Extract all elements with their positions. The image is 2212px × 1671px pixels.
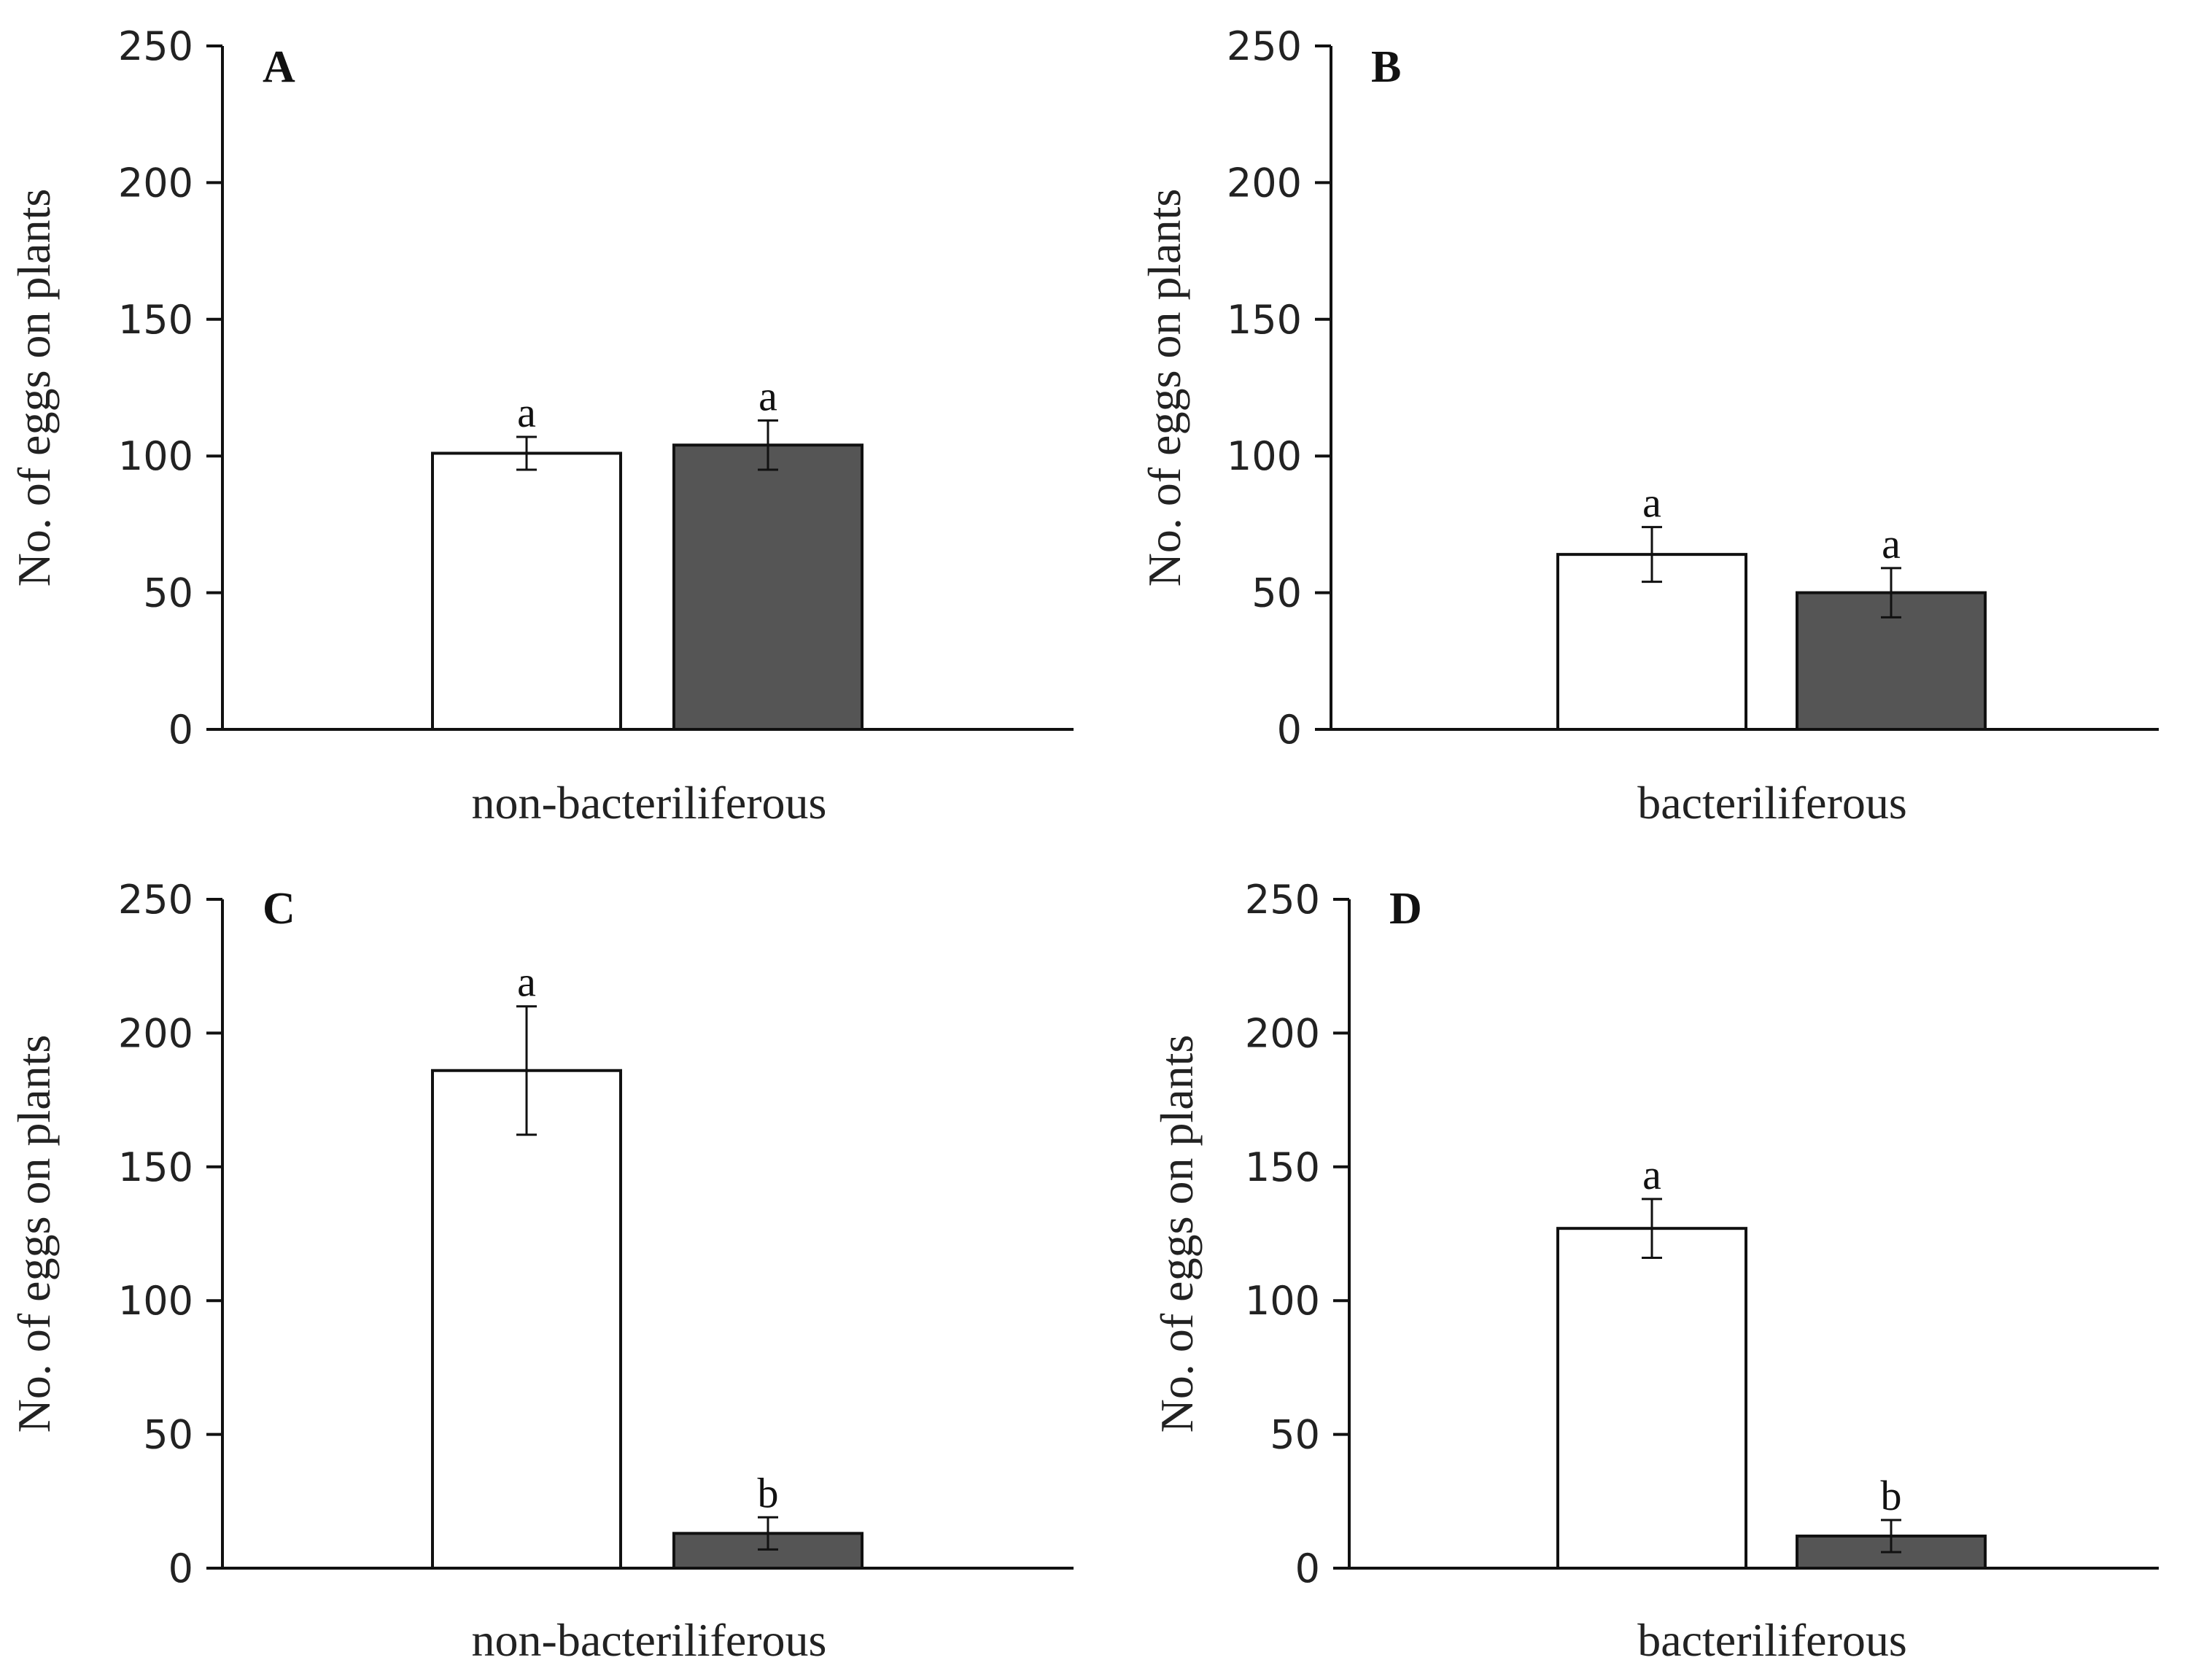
- y-tick-label: 100: [118, 433, 193, 479]
- bar: [672, 1532, 864, 1570]
- panel-letter: B: [1371, 42, 1401, 92]
- panel-a: 0 50 100 150 200 250 No. of eggs on plants non-…: [8, 23, 1074, 829]
- y-tick-label: 50: [143, 1412, 193, 1458]
- y-tick-label: 0: [168, 707, 193, 753]
- y-tick-label: 100: [1245, 1278, 1320, 1324]
- y-tick-label: 250: [118, 23, 193, 69]
- y-tick-label: 150: [118, 1144, 193, 1190]
- y-tick-label: 200: [118, 160, 193, 206]
- y-tick-label: 0: [1295, 1546, 1320, 1591]
- significance-label: a: [1642, 1151, 1661, 1198]
- panel-letter: D: [1389, 884, 1422, 934]
- y-tick-label: 250: [1227, 23, 1302, 69]
- y-tick-label: 250: [118, 877, 193, 923]
- x-axis-title: non-bacteriliferous: [472, 1614, 827, 1666]
- y-axis-title: No. of eggs on plants: [1138, 189, 1190, 587]
- x-axis-title: bacteriliferous: [1637, 777, 1907, 829]
- y-axis-title: No. of eggs on plants: [8, 189, 60, 587]
- y-tick-label: 200: [1227, 160, 1302, 206]
- significance-label: a: [517, 389, 536, 436]
- y-tick-label: 100: [118, 1278, 193, 1324]
- significance-label: a: [1642, 479, 1661, 527]
- panel-letter: A: [263, 42, 295, 92]
- bar: [431, 1069, 622, 1570]
- y-tick-label: 0: [1277, 707, 1302, 753]
- significance-label: b: [758, 1469, 779, 1516]
- significance-label: a: [517, 958, 536, 1006]
- y-tick-label: 150: [118, 297, 193, 343]
- y-tick-label: 250: [1245, 877, 1320, 923]
- panel-c: 0 50 100 150 200 250 No. of eggs on plants non-…: [8, 877, 1074, 1666]
- y-tick-label: 150: [1227, 297, 1302, 343]
- significance-label: a: [1882, 520, 1901, 567]
- bar: [431, 451, 622, 732]
- bar: [672, 443, 864, 731]
- y-tick-label: 50: [143, 570, 193, 616]
- y-tick-label: 200: [118, 1010, 193, 1056]
- y-axis-title: No. of eggs on plants: [8, 1035, 60, 1433]
- y-tick-label: 50: [1270, 1412, 1320, 1458]
- y-tick-label: 0: [168, 1546, 193, 1591]
- bar: [1556, 1227, 1747, 1570]
- y-tick-label: 200: [1245, 1010, 1320, 1056]
- panel-b: 0 50 100 150 200 250 No. of eggs on plants bact…: [1138, 23, 2159, 829]
- bar: [1556, 553, 1747, 731]
- y-tick-label: 150: [1245, 1144, 1320, 1190]
- x-axis-title: non-bacteriliferous: [472, 777, 827, 829]
- significance-label: a: [758, 372, 777, 419]
- y-axis-title: No. of eggs on plants: [1151, 1035, 1203, 1433]
- panel-d: 0 50 100 150 200 250 No. of eggs on plants bact…: [1151, 877, 2159, 1666]
- x-axis-title: bacteriliferous: [1637, 1614, 1907, 1666]
- significance-label: b: [1881, 1472, 1902, 1519]
- panel-letter: C: [263, 884, 295, 934]
- y-tick-label: 50: [1251, 570, 1302, 616]
- y-tick-label: 100: [1227, 433, 1302, 479]
